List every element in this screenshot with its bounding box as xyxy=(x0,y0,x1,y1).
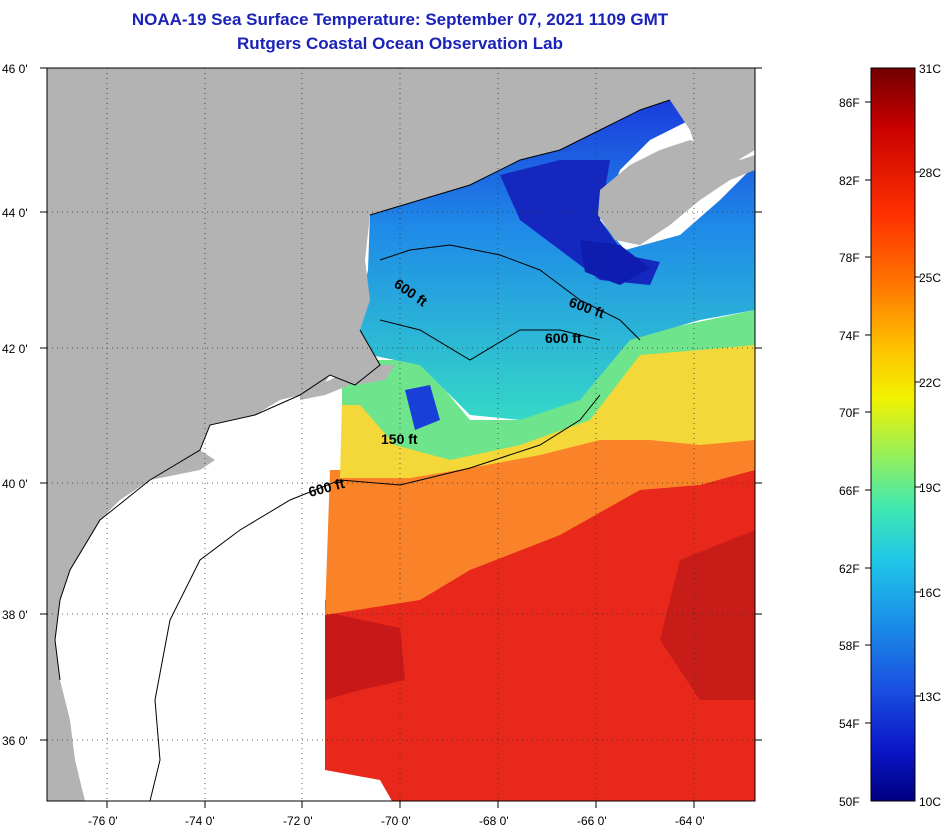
land-mainland xyxy=(47,68,755,801)
colorbar-label-31c: 31C xyxy=(919,62,941,76)
sst-dark-red-region xyxy=(325,612,405,700)
lat-label-42: 42 0' xyxy=(2,342,28,356)
map-subtitle: Rutgers Coastal Ocean Observation Lab xyxy=(237,34,563,53)
map-area: 600 ft 600 ft 600 ft 150 ft 600 ft xyxy=(47,68,755,801)
contour-label-150ft: 150 ft xyxy=(381,431,418,447)
sst-yellow-region xyxy=(340,340,755,478)
sst-blue-region xyxy=(355,100,755,420)
colorbar-label-70f: 70F xyxy=(839,406,860,420)
lat-label-38: 38 0' xyxy=(2,608,28,622)
lat-label-46: 46 0' xyxy=(2,62,28,76)
colorbar-label-28c: 28C xyxy=(919,166,941,180)
colorbar-label-58f: 58F xyxy=(839,639,860,653)
lon-label-70: -70 0' xyxy=(381,814,411,828)
land-long-island xyxy=(300,372,350,400)
lat-label-44: 44 0' xyxy=(2,206,28,220)
colorbar-label-19c: 19C xyxy=(919,481,941,495)
colorbar-label-50f: 50F xyxy=(839,795,860,809)
graticule xyxy=(47,68,755,801)
colorbar-label-25c: 25C xyxy=(919,271,941,285)
land-nova-scotia xyxy=(598,140,755,245)
contour-600ft-gulf xyxy=(379,244,641,361)
coastline xyxy=(54,99,671,681)
sst-green-region xyxy=(342,310,755,460)
lon-label-68: -68 0' xyxy=(479,814,509,828)
lat-label-36: 36 0' xyxy=(2,734,28,748)
sst-orange-region xyxy=(325,430,755,615)
colorbar-c-ticks xyxy=(915,171,921,697)
lon-label-66: -66 0' xyxy=(577,814,607,828)
colorbar-label-66f: 66F xyxy=(839,484,860,498)
lon-label-74: -74 0' xyxy=(185,814,215,828)
colorbar-label-74f: 74F xyxy=(839,329,860,343)
colorbar-label-54f: 54F xyxy=(839,717,860,731)
colorbar-label-82f: 82F xyxy=(839,174,860,188)
lon-label-76: -76 0' xyxy=(88,814,118,828)
colorbar-label-10c: 10C xyxy=(919,795,941,809)
sst-deep-blue-patch xyxy=(405,385,440,430)
map-title: NOAA-19 Sea Surface Temperature: Septemb… xyxy=(131,10,669,29)
lon-label-72: -72 0' xyxy=(283,814,313,828)
lon-label-64: -64 0' xyxy=(675,814,705,828)
contour-label-600ft-3: 600 ft xyxy=(545,330,582,346)
map-frame xyxy=(46,67,756,802)
sst-dark-red-region-east xyxy=(660,530,755,700)
colorbar-label-78f: 78F xyxy=(839,251,860,265)
colorbar-label-62f: 62F xyxy=(839,562,860,576)
colorbar-label-16c: 16C xyxy=(919,586,941,600)
axis-ticks xyxy=(40,67,762,808)
shelf-break-line xyxy=(149,394,601,801)
sst-warm-red-region xyxy=(325,460,755,801)
colorbar-label-13c: 13C xyxy=(919,690,941,704)
colorbar xyxy=(870,67,916,802)
colorbar-f-ticks xyxy=(865,101,871,724)
colorbar-label-22c: 22C xyxy=(919,376,941,390)
lat-label-40: 40 0' xyxy=(2,477,28,491)
sst-deep-blue-core xyxy=(580,240,650,285)
colorbar-label-86f: 86F xyxy=(839,96,860,110)
